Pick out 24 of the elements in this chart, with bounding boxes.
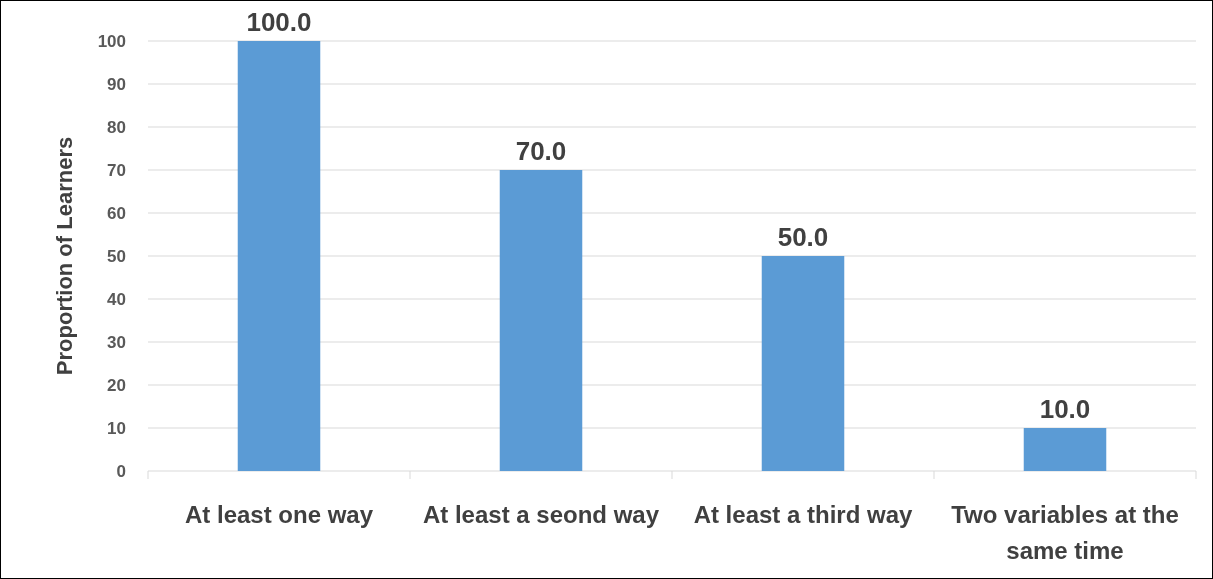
y-tick-label: 60 xyxy=(107,203,126,223)
x-tick-label: At least a seond way xyxy=(422,501,660,528)
data-label: 70.0 xyxy=(515,136,567,166)
y-tick-label: 10 xyxy=(107,418,126,438)
data-label: 10.0 xyxy=(1039,394,1091,424)
x-tick-label: At least one way xyxy=(184,501,374,528)
y-tick-label: 90 xyxy=(107,74,126,94)
x-tick-label: At least a third way xyxy=(693,501,914,528)
y-tick-label: 70 xyxy=(107,160,126,180)
y-tick-label: 20 xyxy=(107,375,126,395)
y-tick-label: 30 xyxy=(107,332,126,352)
x-tick-label: Two variables at the same time xyxy=(951,501,1179,564)
bar xyxy=(761,256,845,471)
y-tick-label: 40 xyxy=(107,289,126,309)
y-tick-label: 0 xyxy=(116,461,126,481)
data-label: 50.0 xyxy=(777,222,829,252)
bar xyxy=(499,170,583,471)
bar xyxy=(1023,428,1107,471)
y-tick-label: 80 xyxy=(107,117,126,137)
bar xyxy=(237,41,321,471)
y-tick-label: 50 xyxy=(107,246,126,266)
data-label: 100.0 xyxy=(246,7,312,37)
y-tick-label: 100 xyxy=(97,31,126,51)
y-axis-title: Proportion of Learners xyxy=(52,136,77,376)
